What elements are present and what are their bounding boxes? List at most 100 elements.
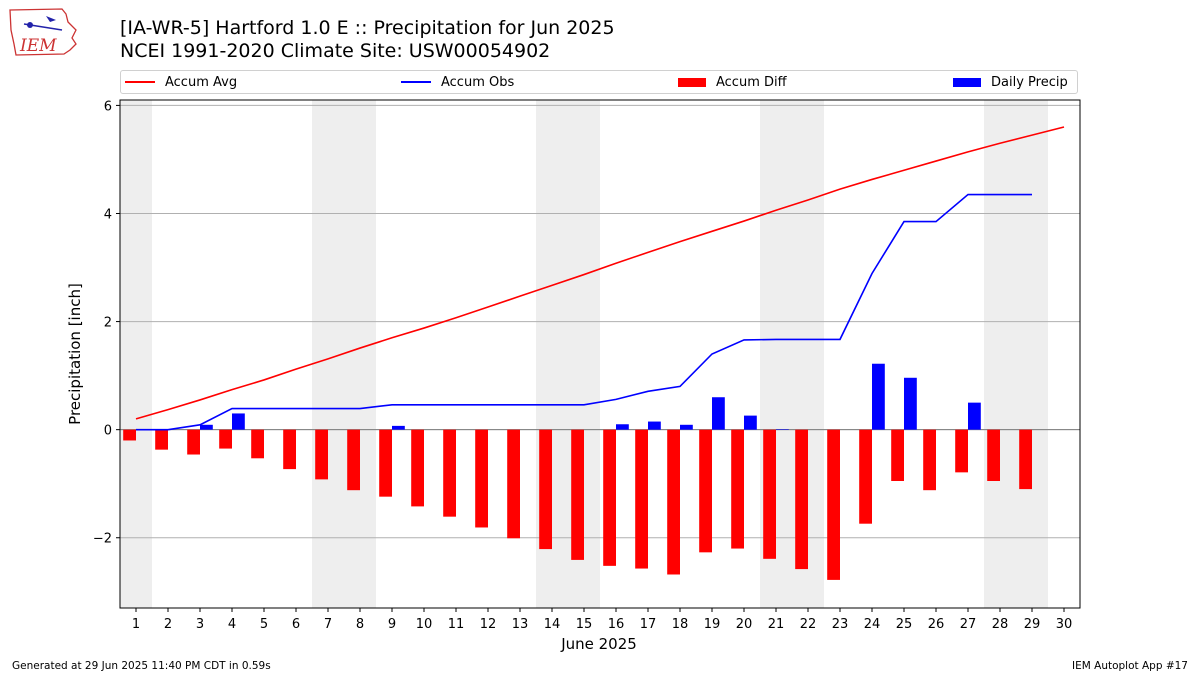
x-tick-label-17: 17 bbox=[640, 617, 657, 632]
legend-label-accum-obs: Accum Obs bbox=[441, 74, 515, 90]
legend-label-accum-avg: Accum Avg bbox=[165, 74, 238, 90]
x-tick-label-6: 6 bbox=[292, 617, 300, 632]
daily-precip-bar-day-19 bbox=[712, 397, 725, 430]
x-tick-label-14: 14 bbox=[544, 617, 561, 632]
plot-frame bbox=[119, 99, 1081, 609]
accum-diff-bar-day-14 bbox=[539, 429, 552, 550]
x-tick-label-23: 23 bbox=[832, 617, 849, 632]
accum-diff-bar-day-11 bbox=[443, 429, 456, 517]
accum-diff-bar-day-19 bbox=[699, 429, 712, 553]
weekend-band-0 bbox=[120, 100, 152, 608]
y-axis-label: Precipitation [inch] bbox=[66, 283, 84, 425]
daily-precip-bar-day-16 bbox=[616, 424, 629, 430]
daily-precip-bar-day-24 bbox=[872, 363, 885, 430]
x-tick-label-27: 27 bbox=[960, 617, 977, 632]
x-tick-label-26: 26 bbox=[928, 617, 945, 632]
accum-diff-bar-day-1 bbox=[123, 429, 136, 441]
x-tick-label-13: 13 bbox=[512, 617, 529, 632]
x-tick-label-4: 4 bbox=[228, 617, 236, 632]
legend-item-accum-avg: Accum Avg bbox=[125, 71, 237, 93]
legend-swatch-accum-obs bbox=[401, 81, 431, 83]
accum-diff-bar-day-17 bbox=[635, 429, 648, 569]
accum-avg-line bbox=[135, 126, 1065, 420]
y-tick-label-4: 4 bbox=[104, 207, 112, 222]
logo-text: IEM bbox=[19, 36, 57, 56]
x-tick-label-24: 24 bbox=[864, 617, 881, 632]
accum-diff-bar-day-13 bbox=[507, 429, 520, 539]
accum-diff-bar-day-20 bbox=[731, 429, 744, 549]
series-lines bbox=[135, 126, 1065, 431]
chart-title: [IA-WR-5] Hartford 1.0 E :: Precipitatio… bbox=[120, 17, 615, 63]
daily-precip-bar-day-27 bbox=[968, 402, 981, 430]
gridlines bbox=[120, 104, 1080, 539]
x-tick-label-21: 21 bbox=[768, 617, 785, 632]
x-tick-label-29: 29 bbox=[1024, 617, 1041, 632]
x-axis-label: June 2025 bbox=[560, 635, 637, 653]
x-tick-label-25: 25 bbox=[896, 617, 913, 632]
footer-generated: Generated at 29 Jun 2025 11:40 PM CDT in… bbox=[12, 660, 271, 672]
y-tick-label--2: −2 bbox=[93, 532, 112, 547]
y-tick-label-6: 6 bbox=[104, 99, 112, 114]
accum-diff-bar-day-28 bbox=[987, 429, 1000, 481]
legend-label-daily-precip: Daily Precip bbox=[991, 74, 1068, 90]
accum-diff-bar-day-18 bbox=[667, 429, 680, 575]
x-tick-label-10: 10 bbox=[416, 617, 433, 632]
title-line-1: [IA-WR-5] Hartford 1.0 E :: Precipitatio… bbox=[120, 17, 615, 39]
daily-precip-bar-day-20 bbox=[744, 415, 757, 430]
x-tick-label-3: 3 bbox=[196, 617, 204, 632]
x-tick-label-11: 11 bbox=[448, 617, 465, 632]
legend-swatch-accum-avg bbox=[125, 81, 155, 83]
chart-legend: Accum Avg Accum Obs Accum Diff Daily Pre… bbox=[120, 70, 1078, 94]
accum-diff-bar-day-8 bbox=[347, 429, 360, 491]
accum-diff-bar-day-25 bbox=[891, 429, 904, 481]
daily-precip-bar-day-21 bbox=[776, 429, 789, 430]
accum-diff-bar-day-2 bbox=[155, 429, 168, 450]
x-tick-label-12: 12 bbox=[480, 617, 497, 632]
x-tick-label-18: 18 bbox=[672, 617, 689, 632]
x-tick-label-20: 20 bbox=[736, 617, 753, 632]
x-tick-label-9: 9 bbox=[388, 617, 396, 632]
accum-obs-line bbox=[136, 193, 1032, 431]
daily-precip-bar-day-9 bbox=[392, 425, 405, 430]
x-tick-label-30: 30 bbox=[1056, 617, 1073, 632]
x-tick-label-7: 7 bbox=[324, 617, 332, 632]
x-tick-label-5: 5 bbox=[260, 617, 268, 632]
daily-precip-bar-day-25 bbox=[904, 377, 917, 430]
bars bbox=[123, 363, 1032, 580]
legend-swatch-accum-diff bbox=[678, 77, 706, 87]
accum-diff-bar-day-22 bbox=[795, 429, 808, 570]
x-tick-label-16: 16 bbox=[608, 617, 625, 632]
daily-precip-bar-day-17 bbox=[648, 421, 661, 430]
y-tick-label-0: 0 bbox=[104, 424, 112, 439]
accum-diff-bar-day-24 bbox=[859, 429, 872, 524]
accum-diff-bar-day-4 bbox=[219, 429, 232, 449]
x-tick-label-22: 22 bbox=[800, 617, 817, 632]
accum-diff-bar-day-7 bbox=[315, 429, 328, 480]
x-tick-label-8: 8 bbox=[356, 617, 364, 632]
x-tick-label-1: 1 bbox=[132, 617, 140, 632]
daily-precip-bar-day-4 bbox=[232, 413, 245, 430]
accum-diff-bar-day-12 bbox=[475, 429, 488, 528]
accum-diff-bar-day-6 bbox=[283, 429, 296, 470]
x-tick-label-2: 2 bbox=[164, 617, 172, 632]
daily-precip-bar-day-18 bbox=[680, 424, 693, 430]
y-tick-label-2: 2 bbox=[104, 316, 112, 331]
legend-label-accum-diff: Accum Diff bbox=[716, 74, 787, 90]
accum-diff-bar-day-16 bbox=[603, 429, 616, 566]
x-tick-label-15: 15 bbox=[576, 617, 593, 632]
iem-logo: IEM bbox=[6, 4, 82, 60]
legend-item-daily-precip: Daily Precip bbox=[953, 71, 1068, 93]
x-tick-label-28: 28 bbox=[992, 617, 1009, 632]
daily-precip-bar-day-3 bbox=[200, 424, 213, 430]
accum-diff-bar-day-29 bbox=[1019, 429, 1032, 490]
accum-diff-bar-day-15 bbox=[571, 429, 584, 560]
legend-item-accum-diff: Accum Diff bbox=[678, 71, 787, 93]
accum-diff-bar-day-26 bbox=[923, 429, 936, 491]
accum-diff-bar-day-27 bbox=[955, 429, 968, 473]
accum-diff-bar-day-9 bbox=[379, 429, 392, 497]
accum-diff-bar-day-21 bbox=[763, 429, 776, 559]
accum-diff-bar-day-10 bbox=[411, 429, 424, 507]
accum-diff-bar-day-5 bbox=[251, 429, 264, 459]
